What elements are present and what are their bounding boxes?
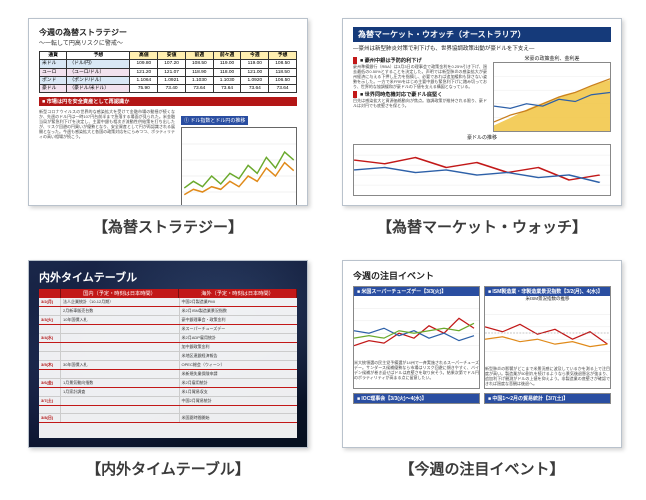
caption-1: 【為替ストラテジー】 (93, 216, 243, 237)
thumb-events: 今週の注目イベント ■ 米国スーパーチューズデー【3/3(火)】米大統領選の民主… (342, 260, 622, 448)
t2-subtitle: ―豪州は新型肺炎対策で利下げも、世界協調政策出動が豪ドルを下支え― (353, 44, 611, 52)
timetable-row: 1月家計調査米1月貿易収支 (39, 388, 297, 397)
event-box-text: 米大統領選の民主党予備選が14州で一斉実施されるスーパーチューズデー。サンダース… (354, 358, 479, 382)
t2-title: 為替マーケット・ウオッチ（オーストラリア） (353, 27, 611, 42)
t2-section-heading-1: ■ 豪州中銀は予防的利下げ (353, 57, 487, 64)
timetable-row (39, 406, 297, 414)
timetable-row: 3/4(水)米2月ADP雇用統計 (39, 334, 297, 343)
event-box: ■ 中国1～2月の貿易統計【3/7(土)】 (484, 393, 611, 404)
thumb-market-watch: 為替マーケット・ウオッチ（オーストラリア） ―豪州は新型肺炎対策で利下げも、世界… (342, 18, 622, 206)
event-box-header: ■ ISM製造業・非製造業景況指数【3/2(月)、4(水)】 (485, 287, 610, 296)
t2-chart1-title: 米豪の政策金利、金利差 (493, 55, 611, 62)
timetable-row: 米地区連銀経済報告 (39, 352, 297, 361)
t3-h2: 海外（予定・時刻は日本時間） (179, 289, 297, 298)
timetable-row: 3/8(日)米国夏時間開始 (39, 414, 297, 423)
event-box-header: ■ 米国スーパーチューズデー【3/3(火)】 (354, 287, 479, 296)
t3-title: 内外タイムテーブル (29, 261, 307, 289)
t2-section-heading-2: ■ 世界同時危機対応で豪ドル底堅く (353, 91, 487, 98)
timetable-row: 3/5(木)30年国債入札OPEC総会（ウィーン） (39, 361, 297, 370)
thumbnail-grid: 今週の為替ストラテジー ～一転して円高リスクに警戒～ 通貨予想高値安値前週前々週… (28, 18, 618, 482)
timetable-row: 2月新車販売台数米2月ISM製造業景況指数 (39, 307, 297, 316)
event-box-header: ■ 中国1～2月の貿易統計【3/7(土)】 (485, 394, 610, 403)
t3-h0 (39, 289, 61, 298)
t2-body-1: 豪州準備銀行（RBA）は3月3日の理事会で政策金利を0.25%引き下げ、過去最低… (353, 64, 487, 89)
thumb-fx-strategy: 今週の為替ストラテジー ～一転して円高リスクに警戒～ 通貨予想高値安値前週前々週… (28, 18, 308, 206)
t4-title: 今週の注目イベント (353, 269, 611, 282)
cell-timetable: 内外タイムテーブル 国内（予定・時刻は日本時間） 海外（予定・時刻は日本時間） … (28, 260, 308, 482)
cell-events: 今週の注目イベント ■ 米国スーパーチューズデー【3/3(火)】米大統領選の民主… (342, 260, 622, 482)
t1-body-1: 新型コロナウイルスの世界的な感染拡大を受けて金融市場の動揺が続くなか、先週のドル… (39, 109, 175, 206)
caption-3: 【内外タイムテーブル】 (86, 458, 250, 479)
caption-4: 【今週の注目イベント】 (399, 458, 564, 479)
t1-chart1-label: ① ドル指数とドル円の推移 (181, 116, 248, 125)
t1-section-heading-1: ■ 市場は円を安全資産として再認識か (39, 97, 297, 106)
t1-chart1 (181, 127, 297, 206)
t1-subtitle: ～一転して円高リスクに警戒～ (39, 38, 297, 47)
timetable-row: 3/2(月)法人企業統計（10-12月期）中国2月製造業PMI (39, 298, 297, 307)
timetable-row: 3/6(金)1月景気動向指数米2月雇用統計 (39, 379, 297, 388)
event-box-text: 新型肺炎の影響がどこまで米景況感に波及しているかを測る上で注目度が高い。製造業が… (485, 364, 610, 388)
t1-title: 今週の為替ストラテジー (39, 27, 297, 38)
t2-chart2 (353, 144, 611, 196)
event-box: ■ ISM製造業・非製造業景況指数【3/2(月)、4(水)】米ISM景況指数の推… (484, 286, 611, 389)
timetable-row: 米新規失業保険申請 (39, 370, 297, 379)
t3-header-row: 国内（予定・時刻は日本時間） 海外（予定・時刻は日本時間） (39, 289, 297, 298)
t1-rates-table: 通貨予想高値安値前週前々週今週予想 米ドル（ドル/円）109.80107.201… (39, 51, 297, 93)
t3-body: 3/2(月)法人企業統計（10-12月期）中国2月製造業PMI2月新車販売台数米… (39, 298, 297, 438)
caption-2: 【為替マーケット・ウォッチ】 (377, 216, 587, 237)
event-box: ■ 米国スーパーチューズデー【3/3(火)】米大統領選の民主党予備選が14州で一… (353, 286, 480, 389)
thumb-timetable: 内外タイムテーブル 国内（予定・時刻は日本時間） 海外（予定・時刻は日本時間） … (28, 260, 308, 448)
t2-chart1 (493, 62, 611, 132)
t2-chart2-title: 豪ドルの推移 (353, 134, 611, 141)
t3-h1: 国内（予定・時刻は日本時間） (61, 289, 179, 298)
event-box-header: ■ IOC理事会【3/3(火)～4(水)】 (354, 394, 479, 403)
timetable-row: 米スーパーチューズデー (39, 325, 297, 334)
cell-market-watch: 為替マーケット・ウオッチ（オーストラリア） ―豪州は新型肺炎対策で利下げも、世界… (342, 18, 622, 240)
t4-grid: ■ 米国スーパーチューズデー【3/3(火)】米大統領選の民主党予備選が14州で一… (353, 286, 611, 404)
timetable-row: 3/7(土)中国2月貿易統計 (39, 397, 297, 406)
event-box: ■ IOC理事会【3/3(火)～4(水)】 (353, 393, 480, 404)
t2-body-2: 目先は感染拡大と資源価格動向が焦点。協調政策が維持される限り、豪ドルは対円でも底… (353, 98, 487, 108)
timetable-row: 加中銀政策金利 (39, 343, 297, 352)
cell-fx-strategy: 今週の為替ストラテジー ～一転して円高リスクに警戒～ 通貨予想高値安値前週前々週… (28, 18, 308, 240)
timetable-row: 3/3(火)10年国債入札豪中銀理事会・政策金利 (39, 316, 297, 325)
